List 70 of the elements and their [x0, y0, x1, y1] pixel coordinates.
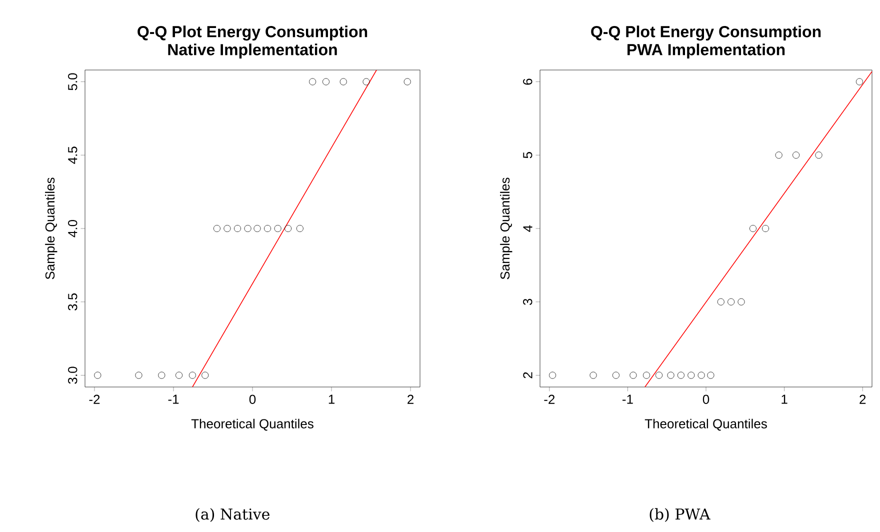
point: [749, 225, 756, 232]
point: [188, 372, 196, 379]
y-tick-label: 6: [523, 78, 532, 85]
point: [707, 372, 714, 379]
chart-subtitle: PWA Implementation: [628, 44, 785, 59]
x-axis-title: Theoretical Quantiles: [644, 418, 767, 431]
chart-title: Q-Q Plot Energy Consumption: [591, 26, 821, 41]
x-tick-label: 0: [249, 394, 256, 404]
point: [656, 372, 663, 379]
point: [762, 225, 770, 232]
point: [775, 152, 782, 159]
point: [296, 225, 304, 232]
y-tick-label: 3: [523, 298, 532, 305]
point: [234, 225, 241, 232]
point: [213, 225, 220, 232]
point: [630, 372, 637, 379]
point: [158, 372, 166, 379]
y-axis-title: Sample Quantiles: [45, 178, 58, 280]
point: [698, 372, 705, 379]
y-tick-label: 4.0: [68, 220, 78, 238]
x-tick-label: 1: [782, 394, 788, 404]
point: [135, 372, 142, 379]
point: [244, 225, 252, 232]
point: [667, 372, 674, 379]
text: (a) Native: [196, 508, 270, 522]
point: [309, 78, 316, 86]
point: [274, 225, 282, 232]
y-tick-label: 5.0: [68, 73, 78, 90]
point: [677, 372, 684, 379]
point: [322, 78, 330, 86]
point: [362, 78, 370, 86]
point: [549, 372, 556, 379]
point: [728, 298, 735, 306]
point: [202, 372, 209, 379]
text: (b) PWA: [650, 508, 710, 522]
point: [254, 225, 261, 232]
point: [642, 372, 650, 379]
chart-title: Q-Q Plot Energy Consumption: [138, 26, 368, 41]
point: [688, 372, 695, 379]
x-axis-title: Theoretical Quantiles: [191, 418, 314, 431]
x-tick-label: 0: [702, 394, 710, 404]
point: [176, 372, 183, 379]
y-tick-label: 3.5: [68, 293, 78, 310]
point: [264, 225, 272, 232]
x-tick-label: -1: [168, 394, 179, 404]
point: [717, 298, 724, 306]
y-tick-label: 5: [523, 152, 532, 158]
x-tick-label: -2: [544, 394, 555, 404]
point: [94, 372, 102, 379]
y-axis-title: Sample Quantiles: [500, 178, 512, 280]
point: [404, 78, 411, 86]
point: [340, 78, 347, 86]
point: [284, 225, 292, 232]
chart-subtitle: Native Implementation: [168, 44, 337, 59]
x-tick-label: 2: [860, 394, 866, 404]
x-tick-label: 2: [408, 394, 414, 404]
point: [738, 298, 745, 306]
x-tick-label: -1: [622, 394, 633, 404]
point: [612, 372, 620, 379]
point: [792, 152, 800, 159]
y-tick-label: 4.5: [68, 146, 78, 164]
point: [590, 372, 597, 379]
y-tick-label: 3.0: [68, 366, 78, 384]
point: [224, 225, 231, 232]
point: [856, 78, 863, 86]
point: [815, 152, 822, 159]
y-tick-label: 4: [523, 225, 532, 232]
y-tick-label: 2: [523, 372, 532, 378]
x-tick-label: 1: [328, 394, 334, 404]
x-tick-label: -2: [89, 394, 100, 404]
